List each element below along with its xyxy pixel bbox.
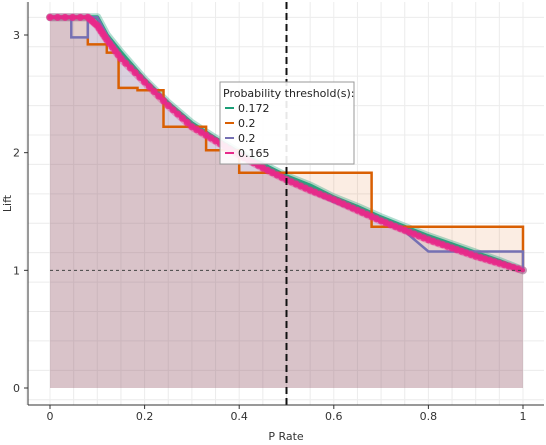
series-3-point <box>514 265 522 273</box>
series-3-point <box>155 92 163 100</box>
series-3-point <box>61 13 69 21</box>
series-lines <box>46 13 527 275</box>
x-tick-label: 0.6 <box>325 410 343 423</box>
axes <box>27 2 544 406</box>
grid-lines <box>25 2 544 405</box>
y-tick-label: 2 <box>13 147 20 160</box>
legend-title: Probability threshold(s): <box>223 87 354 100</box>
legend-entry-label: 0.2 <box>238 132 256 145</box>
series-3-point <box>160 97 168 105</box>
series-3-point <box>117 55 125 63</box>
y-tick-label: 1 <box>13 264 20 277</box>
x-tick-label: 0.8 <box>420 410 438 423</box>
y-tick-label: 0 <box>13 382 20 395</box>
series-3-point <box>141 78 149 86</box>
series-3-point <box>178 114 186 122</box>
legend-entry-label: 0.172 <box>238 102 270 115</box>
y-tick-label: 3 <box>13 29 20 42</box>
legend-entry-label: 0.165 <box>238 147 270 160</box>
x-tick-label: 0 <box>47 410 54 423</box>
y-ticks: 0 1 2 3 <box>13 29 28 395</box>
series-3-point <box>136 73 144 81</box>
series-3-point <box>174 110 182 118</box>
legend-entries: 0.172 0.2 0.2 0.165 <box>225 102 270 160</box>
legend-box <box>219 81 355 165</box>
series-3-point <box>76 13 84 21</box>
legend: Probability threshold(s): 0.1720.20.20.1… <box>219 81 355 165</box>
x-tick-label: 0.2 <box>136 410 154 423</box>
x-tick-label: 0.4 <box>230 410 248 423</box>
series-3-point <box>183 119 191 127</box>
series-3-point <box>54 13 62 21</box>
y-axis-label: Lift <box>1 194 14 212</box>
x-ticks: 0 0.2 0.4 0.6 0.8 1 <box>47 405 527 423</box>
legend-entry-label: 0.2 <box>238 117 256 130</box>
series-3-point <box>169 106 177 114</box>
x-tick-label: 1 <box>520 410 527 423</box>
series-3-point <box>69 13 77 21</box>
series-3-point <box>126 64 134 72</box>
series-3-point <box>145 83 153 91</box>
x-axis-label: P Rate <box>268 430 304 443</box>
series-3-point <box>46 13 54 21</box>
series-3-point <box>131 69 139 77</box>
series-3-point <box>164 102 172 110</box>
series-3-point <box>150 87 158 95</box>
series-3-point <box>122 59 130 67</box>
